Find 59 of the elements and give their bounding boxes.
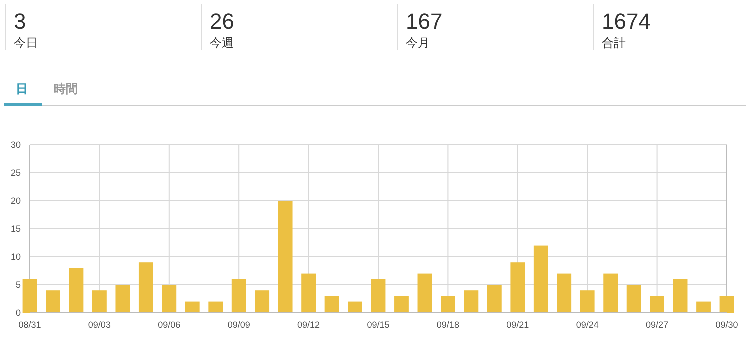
x-tick-label: 08/31	[18, 320, 42, 330]
y-tick-label: 15	[10, 224, 21, 234]
text: 3	[14, 9, 26, 34]
x-tick-label: 09/12	[298, 320, 320, 330]
bar	[534, 246, 548, 313]
bar	[673, 279, 688, 313]
text: 26	[210, 9, 234, 34]
bar	[324, 296, 340, 313]
x-tick-label: 09/15	[367, 320, 390, 330]
x-tick-label: 09/09	[228, 320, 250, 330]
x-tick-label: 09/27	[646, 320, 669, 330]
x-tick-label: 09/03	[88, 320, 111, 330]
bar	[162, 285, 177, 313]
x-tick-label: 09/24	[576, 320, 599, 330]
bar	[22, 279, 38, 313]
y-tick-label: 10	[10, 252, 21, 262]
bar	[138, 262, 154, 313]
y-tick-label: 5	[16, 280, 21, 290]
bar	[69, 268, 84, 313]
bar	[487, 285, 502, 313]
y-tick-label: 30	[10, 140, 21, 150]
bar	[510, 262, 526, 313]
bar	[348, 302, 362, 313]
y-tick-label: 0	[16, 308, 21, 318]
bar	[208, 302, 224, 313]
bar	[580, 290, 595, 313]
bar	[650, 296, 665, 313]
text: 日	[16, 82, 28, 96]
x-tick-label: 09/21	[506, 320, 530, 330]
bar	[394, 296, 409, 313]
category-label: 合計	[602, 36, 626, 50]
bar	[696, 302, 711, 313]
category-label: 今月	[406, 36, 430, 50]
x-tick-label: 09/06	[158, 320, 181, 330]
x-tick-label: 09/18	[436, 320, 460, 330]
bar	[626, 285, 642, 313]
bar	[46, 290, 60, 313]
text: 167	[406, 9, 443, 34]
bar	[92, 290, 107, 313]
bar	[418, 274, 432, 313]
bar	[557, 274, 572, 313]
bar	[441, 296, 456, 313]
bar	[278, 201, 293, 313]
y-tick-label: 25	[10, 168, 21, 178]
bar	[185, 302, 200, 313]
bar	[371, 279, 386, 313]
bar	[232, 279, 246, 313]
y-tick-label: 20	[10, 196, 21, 206]
x-tick-label: 09/30	[716, 320, 738, 330]
bar	[302, 274, 316, 313]
bar	[720, 296, 734, 313]
category-label: 今週	[210, 36, 234, 50]
text: 時間	[54, 82, 78, 96]
bar	[464, 290, 479, 313]
bar	[116, 285, 130, 313]
bar	[604, 274, 618, 313]
category-label: 今日	[14, 36, 38, 50]
text: 1674	[602, 9, 651, 34]
bar	[255, 290, 270, 313]
